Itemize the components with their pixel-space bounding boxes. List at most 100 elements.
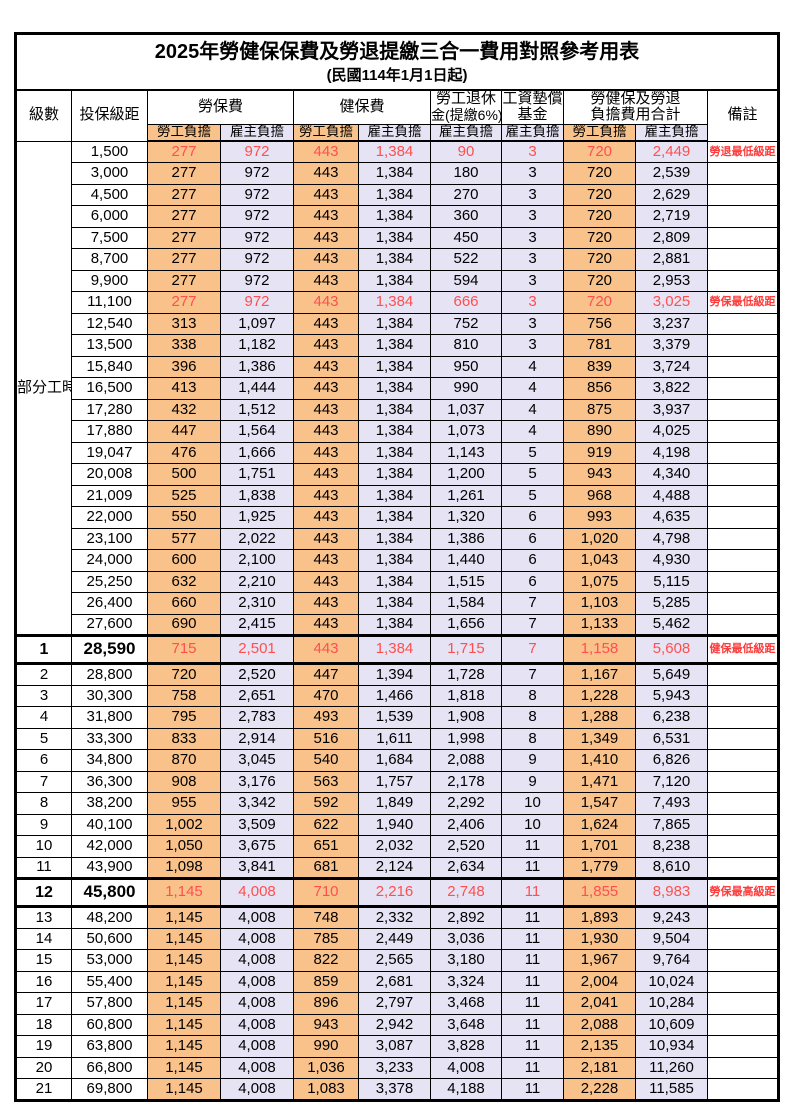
cell-health-employee: 1,036 [293,1056,359,1079]
cell-remark [706,949,780,972]
cell-remark [706,1035,780,1058]
cell-health-employer: 1,384 [358,291,431,314]
header-sub-row: 勞工負擔 雇主負擔 勞工負擔 雇主負擔 雇主負擔 雇主負擔 勞工負擔 雇主負擔 [16,123,779,142]
table-row: 17 57,800 1,145 4,008 896 2,797 3,468 11 2,041 10… [15,992,780,1015]
table-row: 8,700 277 972 443 1,384 522 3 720 2,881 [16,248,780,271]
cell-health-employee: 443 [293,248,359,271]
cell-insured-bracket: 25,250 [71,570,148,593]
cell-total-employee: 781 [563,334,636,357]
cell-insured-bracket: 38,200 [71,792,148,815]
cell-wagefund-employer: 7 [501,613,564,636]
cell-level: 9 [15,813,72,836]
table-row: 5 33,300 833 2,914 516 1,611 1,998 8 1,349 6,531 [15,727,780,750]
cell-pension-employer: 1,908 [430,706,502,729]
cell-total-employee: 1,967 [563,949,636,972]
cell-labor-employer: 2,415 [220,613,294,636]
cell-labor-employee: 550 [147,506,221,529]
cell-pension-employer: 1,584 [430,592,502,615]
cell-labor-employee: 338 [147,334,221,357]
part-time-level-cell: 部分工時 [15,140,72,636]
cell-labor-employer: 4,008 [220,877,294,908]
cell-pension-employer: 450 [430,226,502,249]
cell-labor-employee: 1,145 [147,1056,221,1079]
cell-labor-employee: 277 [147,205,221,228]
cell-remark [706,592,780,615]
cell-health-employee: 493 [293,706,359,729]
cell-insured-bracket: 63,800 [71,1035,148,1058]
cell-total-employer: 4,488 [635,484,708,507]
cell-pension-employer: 270 [430,183,502,206]
cell-health-employer: 1,384 [358,140,431,163]
cell-wagefund-employer: 6 [501,527,564,550]
cell-health-employee: 822 [293,949,359,972]
cell-pension-employer: 1,440 [430,549,502,572]
cell-wagefund-employer: 4 [501,377,564,400]
cell-total-employee: 1,228 [563,684,636,707]
cell-health-employer: 1,757 [358,770,431,793]
cell-total-employer: 6,531 [635,727,708,750]
cell-total-employee: 1,167 [563,663,636,686]
subheader-labor-employer: 雇主負擔 [220,123,294,142]
cell-health-employee: 785 [293,927,359,950]
cell-total-employee: 968 [563,484,636,507]
cell-health-employee: 990 [293,1035,359,1058]
cell-wagefund-employer: 4 [501,420,564,443]
cell-pension-employer: 950 [430,355,502,378]
cell-total-employee: 2,088 [563,1013,636,1036]
cell-labor-employer: 4,008 [220,1013,294,1036]
cell-health-employer: 2,332 [358,906,431,929]
cell-labor-employee: 577 [147,527,221,550]
cell-health-employer: 1,384 [358,463,431,486]
cell-labor-employer: 1,386 [220,355,294,378]
cell-wagefund-employer: 11 [501,1013,564,1036]
cell-remark [706,749,780,772]
cell-pension-employer: 1,261 [430,484,502,507]
cell-total-employee: 875 [563,398,636,421]
cell-total-employee: 1,103 [563,592,636,615]
cell-total-employer: 3,937 [635,398,708,421]
cell-health-employer: 1,384 [358,592,431,615]
cell-insured-bracket: 33,300 [71,727,148,750]
cell-labor-employer: 972 [220,291,294,314]
cell-insured-bracket: 28,800 [71,663,148,686]
cell-total-employee: 720 [563,162,636,185]
cell-total-employer: 10,934 [635,1035,708,1058]
cell-health-employer: 1,384 [358,269,431,292]
cell-total-employer: 8,610 [635,856,708,879]
table-row: 2 28,800 720 2,520 447 1,394 1,728 7 1,167 5,649 [15,663,780,686]
cell-health-employee: 443 [293,527,359,550]
table-row: 13,500 338 1,182 443 1,384 810 3 781 3,379 [16,334,780,357]
cell-total-employer: 5,649 [635,663,708,686]
cell-health-employer: 1,539 [358,706,431,729]
cell-health-employer: 2,124 [358,856,431,879]
cell-remark [706,312,780,335]
cell-total-employee: 720 [563,183,636,206]
cell-health-employer: 1,940 [358,813,431,836]
col-header-labor-insurance: 勞保費 [147,89,294,125]
cell-labor-employer: 972 [220,248,294,271]
cell-labor-employer: 3,176 [220,770,294,793]
cell-wagefund-employer: 11 [501,856,564,879]
cell-labor-employee: 1,098 [147,856,221,879]
table-row: 11 43,900 1,098 3,841 681 2,124 2,634 11 1,779 8,… [15,856,780,879]
subheader-wagefund-employer: 雇主負擔 [501,123,564,142]
col-header-level: 級數 [15,89,72,142]
cell-total-employer: 5,115 [635,570,708,593]
cell-total-employee: 720 [563,226,636,249]
cell-wagefund-employer: 5 [501,484,564,507]
cell-wagefund-employer: 6 [501,570,564,593]
cell-health-employee: 443 [293,226,359,249]
cell-health-employee: 859 [293,970,359,993]
cell-health-employee: 443 [293,506,359,529]
cell-total-employer: 3,025 [635,291,708,314]
cell-labor-employer: 972 [220,140,294,163]
table-row: 19,047 476 1,666 443 1,384 1,143 5 919 4,198 [16,441,780,464]
cell-health-employer: 2,797 [358,992,431,1015]
cell-health-employee: 592 [293,792,359,815]
cell-wagefund-employer: 5 [501,463,564,486]
cell-pension-employer: 3,036 [430,927,502,950]
cell-health-employee: 443 [293,377,359,400]
subheader-labor-employee: 勞工負擔 [147,123,221,142]
cell-insured-bracket: 15,840 [71,355,148,378]
cell-labor-employer: 2,501 [220,634,294,665]
